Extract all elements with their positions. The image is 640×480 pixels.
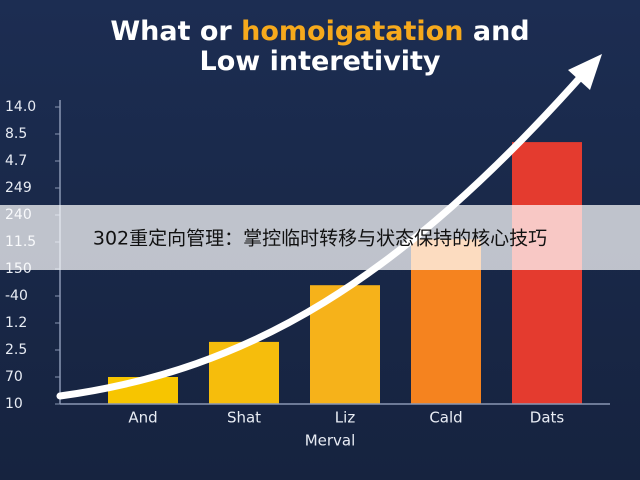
title-segment: and [463,16,529,47]
title-segment: What or [110,16,241,47]
arrow-head [568,54,602,90]
bar [512,142,582,404]
x-tick-label: And [128,409,157,427]
chart-title: What or homoigatation and Low interetivit… [110,16,529,77]
x-tick-label: Shat [227,409,261,427]
title-segment: homoigatation [241,16,463,47]
y-tick-label: 1.2 [5,315,27,331]
x-axis-label: Merval [305,432,356,450]
y-tick-label: 14.0 [5,99,36,115]
banner-background [0,205,640,270]
x-tick-label: Liz [335,409,356,427]
x-tick-label: Dats [530,409,565,427]
x-tick-label: Cald [429,409,462,427]
y-tick-label: 10 [5,396,23,412]
y-tick-label: 8.5 [5,126,27,142]
banner-text: 302重定向管理：掌控临时转移与状态保持的核心技巧 [93,228,547,250]
y-tick-label: 4.7 [5,153,27,169]
y-tick-label: 249 [5,180,32,196]
trend-arrow [56,68,589,400]
title-segment: Low interetivity [200,46,441,77]
y-tick-label: 2.5 [5,342,27,358]
y-tick-label: -40 [5,288,28,304]
y-tick-label: 70 [5,369,23,385]
